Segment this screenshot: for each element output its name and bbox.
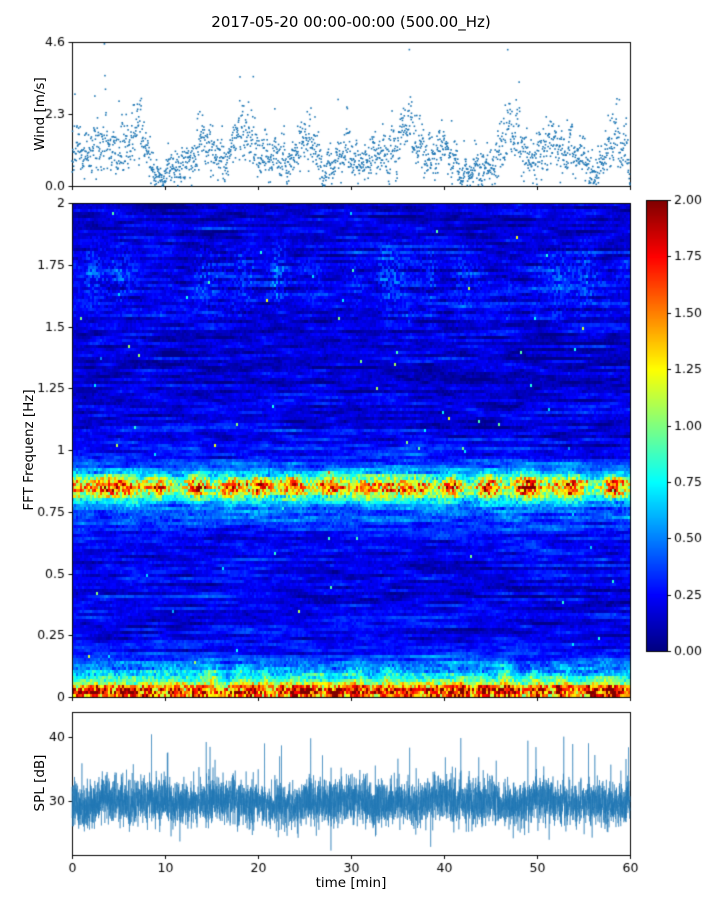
time-xlabel: time [min] bbox=[315, 875, 387, 891]
wind-scatter-plot bbox=[0, 30, 720, 200]
spl-line-plot bbox=[0, 700, 720, 900]
figure-title: 2017-05-20 00:00-00:00 (500.00_Hz) bbox=[211, 13, 491, 31]
fft-spectrogram-plot bbox=[0, 192, 720, 704]
